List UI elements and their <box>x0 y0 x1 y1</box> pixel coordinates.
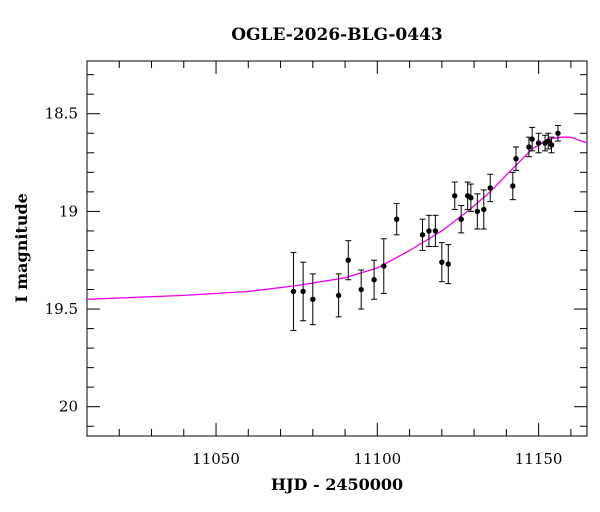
data-point <box>467 183 474 212</box>
model-curve <box>86 136 588 300</box>
data-point <box>358 269 365 310</box>
point-marker <box>468 195 474 201</box>
x-tick-label: 11150 <box>515 450 563 468</box>
point-marker <box>535 140 542 146</box>
point-marker <box>529 136 535 142</box>
point-marker <box>548 142 555 148</box>
point-marker <box>432 228 439 234</box>
x-axis-label: HJD - 2450000 <box>271 475 403 494</box>
data-point <box>480 189 487 230</box>
point-marker <box>300 288 306 295</box>
data-point <box>487 173 494 203</box>
y-tick-label: 19.5 <box>45 300 78 318</box>
point-marker <box>290 288 297 295</box>
x-tick-label: 11050 <box>192 450 240 468</box>
data-point <box>393 203 400 236</box>
point-marker <box>335 292 342 299</box>
data-point <box>300 261 307 322</box>
data-point <box>290 251 297 332</box>
data-point <box>451 181 458 210</box>
x-tick-label: 11100 <box>353 450 401 468</box>
point-marker <box>310 296 316 302</box>
data-point <box>432 214 439 248</box>
point-marker <box>393 216 400 222</box>
data-point <box>438 242 445 283</box>
axis-ticks <box>87 61 587 436</box>
y-tick-labels: 18.5 19 19.5 20 <box>45 105 78 416</box>
point-marker <box>526 144 532 150</box>
data-point <box>509 171 516 201</box>
point-marker <box>452 193 458 199</box>
point-marker <box>381 263 387 269</box>
plot-frame <box>86 60 588 437</box>
point-marker <box>419 232 426 238</box>
point-marker <box>426 228 432 234</box>
data-point <box>419 218 426 251</box>
data-point <box>445 244 452 285</box>
point-marker <box>481 206 487 213</box>
point-marker <box>445 261 451 267</box>
chart-title: OGLE-2026-BLG-0443 <box>231 25 443 45</box>
point-marker <box>513 155 519 162</box>
y-tick-label: 19 <box>59 202 78 220</box>
x-tick-labels: 11050 11100 11150 <box>192 450 562 468</box>
y-axis-label: I magnitude <box>12 193 31 303</box>
data-points <box>290 124 561 332</box>
data-point <box>513 146 520 171</box>
data-point <box>345 240 352 281</box>
point-marker <box>371 277 377 283</box>
data-point <box>464 181 471 210</box>
data-point <box>548 136 555 154</box>
data-point <box>458 205 465 234</box>
data-point <box>529 126 536 152</box>
y-tick-label: 20 <box>59 398 78 416</box>
point-marker <box>358 286 364 293</box>
data-point <box>380 238 387 294</box>
data-point <box>371 259 378 300</box>
point-marker <box>458 216 464 222</box>
data-point <box>425 214 432 248</box>
data-point <box>535 132 542 154</box>
point-marker <box>474 208 481 215</box>
model-line <box>86 136 588 300</box>
point-marker <box>345 257 351 263</box>
point-marker <box>510 183 516 189</box>
point-marker <box>487 185 493 191</box>
data-point <box>335 273 342 318</box>
data-point <box>525 136 532 158</box>
data-point <box>474 193 481 230</box>
point-marker <box>439 259 445 265</box>
point-marker <box>555 130 561 136</box>
data-point <box>309 273 316 326</box>
data-point <box>545 132 552 150</box>
data-point <box>554 124 561 142</box>
point-marker <box>545 138 551 144</box>
y-tick-label: 18.5 <box>45 105 78 123</box>
